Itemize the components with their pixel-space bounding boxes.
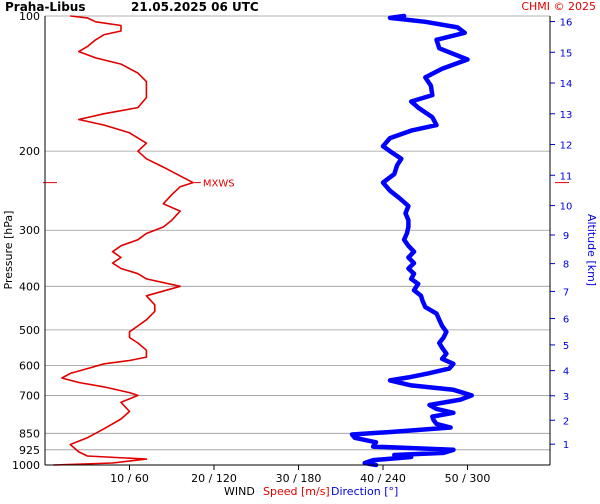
x-tick-label: 20 / 120 (191, 472, 237, 485)
altitude-tick-label: 9 (563, 231, 569, 242)
sounding-datetime: 21.05.2025 06 UTC (131, 0, 259, 14)
wind-label: WIND (224, 485, 255, 498)
pressure-tick-label: 500 (19, 324, 40, 337)
direction-legend-label: Direction [°] (331, 485, 398, 498)
pressure-tick-label: 100 (19, 10, 40, 23)
x-tick-labels: 10 / 60 20 / 120 30 / 180 40 / 240 50 / 300 (110, 465, 490, 485)
altitude-axis-title: Altitude [km] (585, 214, 598, 286)
pressure-tick-label: 200 (19, 145, 40, 158)
pressure-tick-label: 400 (19, 280, 40, 293)
altitude-tick-label: 12 (560, 141, 573, 152)
pressure-tick-labels: 100 200 300 400 500 600 700 850 925 1000 (12, 10, 40, 472)
altitude-tick-label: 7 (563, 287, 569, 298)
pressure-tick-label: 700 (19, 389, 40, 402)
series-layer (53, 13, 474, 468)
station-name: Praha-Libus (5, 0, 85, 14)
pressure-axis-title: Pressure [hPa] (2, 211, 15, 290)
altitude-tick-label: 5 (563, 341, 569, 352)
pressure-tick-label: 850 (19, 427, 40, 440)
direction-series-line (349, 13, 474, 468)
altitude-tick-label: 1 (563, 440, 569, 451)
pressure-tick-label: 300 (19, 224, 40, 237)
x-tick-label: 50 / 300 (445, 472, 491, 485)
x-tick-label: 40 / 240 (360, 472, 406, 485)
pressure-tick-label: 1000 (12, 459, 40, 472)
altitude-tick-label: 15 (560, 48, 573, 59)
mxws-label: MXWS (203, 179, 235, 190)
speed-series-line (53, 15, 194, 466)
altitude-tick-label: 4 (563, 367, 569, 378)
altitude-tick-label: 16 (560, 18, 573, 29)
speed-legend-label: Speed [m/s] (263, 485, 330, 498)
altitude-tick-label: 14 (560, 79, 573, 90)
altitude-tick-label: 8 (563, 260, 569, 271)
altitude-tick-label: 6 (563, 315, 569, 326)
pressure-tick-label: 925 (19, 444, 40, 457)
altitude-tick-label: 13 (560, 110, 573, 121)
x-tick-label: 10 / 60 (110, 472, 149, 485)
copyright: CHMI © 2025 (521, 0, 596, 13)
altitude-tick-label: 3 (563, 392, 569, 403)
altitude-tick-label: 11 (560, 171, 573, 182)
pressure-tick-label: 600 (19, 359, 40, 372)
altitude-tick-label: 10 (560, 202, 573, 213)
altitude-tick-label: 2 (563, 416, 569, 427)
x-tick-label: 30 / 180 (276, 472, 322, 485)
